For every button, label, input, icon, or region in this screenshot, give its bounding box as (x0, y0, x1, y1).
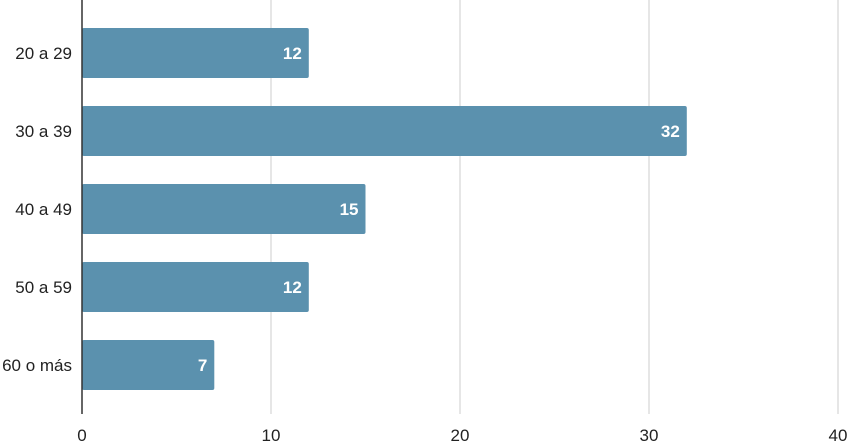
bar (82, 184, 366, 234)
data-labels: 12 32 15 12 7 (198, 44, 680, 375)
bar-value-label: 32 (661, 122, 680, 141)
x-tick-label: 0 (77, 426, 86, 442)
x-tick-label: 30 (640, 426, 659, 442)
x-tick-label: 20 (451, 426, 470, 442)
bar (82, 106, 687, 156)
category-label: 40 a 49 (15, 200, 72, 219)
x-tick-label: 40 (829, 426, 847, 442)
category-label: 30 a 39 (15, 122, 72, 141)
bar-value-label: 12 (283, 278, 302, 297)
bar-value-label: 15 (340, 200, 359, 219)
x-tick-label: 10 (262, 426, 281, 442)
bar (82, 262, 309, 312)
category-label: 50 a 59 (15, 278, 72, 297)
category-labels: 20 a 29 30 a 39 40 a 49 50 a 59 60 o más (2, 44, 72, 375)
bar-value-label: 12 (283, 44, 302, 63)
category-label: 60 o más (2, 356, 72, 375)
bar-value-label: 7 (198, 356, 207, 375)
bar (82, 28, 309, 78)
bar (82, 340, 215, 390)
bars (82, 28, 687, 390)
category-label: 20 a 29 (15, 44, 72, 63)
x-axis-ticks: 0 10 20 30 40 (77, 426, 847, 442)
